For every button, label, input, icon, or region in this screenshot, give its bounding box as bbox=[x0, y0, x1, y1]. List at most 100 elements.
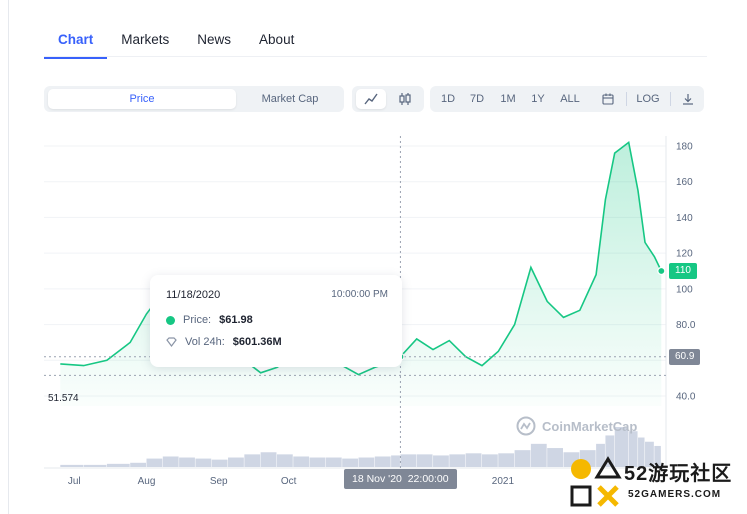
volume-bar bbox=[374, 456, 391, 467]
x-tick-label: Sep bbox=[210, 476, 228, 487]
x-tick-label: Jul bbox=[68, 476, 81, 487]
volume-bar bbox=[654, 445, 661, 467]
volume-bar bbox=[416, 454, 433, 467]
volume-bar bbox=[391, 455, 400, 467]
download-button[interactable] bbox=[678, 89, 698, 109]
toolbar-divider bbox=[626, 92, 627, 106]
download-icon bbox=[683, 94, 693, 105]
volume-bar bbox=[628, 431, 638, 467]
logo-text-cn: 52游玩社区 bbox=[624, 463, 733, 485]
volume-bar bbox=[83, 464, 107, 467]
current-price-badge: 110 bbox=[669, 263, 697, 279]
calendar-button[interactable] bbox=[598, 89, 618, 109]
y-tick-label: 40.0 bbox=[676, 392, 696, 403]
volume-bar bbox=[325, 457, 342, 467]
range-7d-button[interactable]: 7D bbox=[469, 93, 485, 105]
volume-bar bbox=[293, 456, 310, 467]
chart-type-group bbox=[352, 86, 424, 112]
volume-bar bbox=[60, 464, 84, 467]
coinmarketcap-logo-icon bbox=[516, 416, 536, 436]
current-price-point bbox=[657, 266, 666, 276]
range-all-button[interactable]: ALL bbox=[560, 93, 580, 105]
tab-bar: Chart Markets News About bbox=[44, 26, 308, 59]
volume-bar bbox=[433, 455, 449, 467]
volume-bar bbox=[465, 453, 482, 467]
volume-bar bbox=[130, 462, 147, 467]
volume-bar bbox=[400, 454, 417, 467]
tab-divider bbox=[44, 56, 707, 57]
x-axis-ticks: Jul Aug Sep Oct 2021 bbox=[68, 476, 515, 487]
tab-about[interactable]: About bbox=[259, 32, 295, 47]
volume-bar bbox=[195, 458, 212, 467]
volume-bar bbox=[547, 448, 563, 467]
toolbar-divider bbox=[670, 92, 671, 106]
volume-bar bbox=[162, 456, 179, 467]
line-chart-icon bbox=[364, 93, 378, 105]
game-buttons-logo-icon bbox=[570, 456, 622, 507]
volume-bar bbox=[614, 427, 629, 467]
volume-bar bbox=[358, 457, 375, 467]
volume-bar bbox=[514, 450, 531, 467]
volume-bar bbox=[228, 457, 244, 467]
tab-chart[interactable]: Chart bbox=[44, 26, 108, 59]
tab-markets[interactable]: Markets bbox=[121, 32, 170, 47]
time-range-group: 1D 7D 1M 1Y ALL LOG bbox=[430, 86, 704, 112]
range-1m-button[interactable]: 1M bbox=[500, 93, 516, 105]
x-tick-label: Oct bbox=[281, 476, 297, 487]
y-tick-label: 160 bbox=[676, 177, 693, 188]
volume-bar bbox=[596, 443, 605, 467]
price-toggle-button[interactable]: Price bbox=[48, 89, 236, 109]
tab-news[interactable]: News bbox=[197, 32, 232, 47]
range-1y-button[interactable]: 1Y bbox=[531, 93, 545, 105]
price-dot-icon bbox=[166, 315, 175, 325]
volume-bar bbox=[498, 453, 515, 467]
tooltip-price-value: $61.98 bbox=[219, 314, 253, 326]
coinmarketcap-watermark: CoinMarketCap bbox=[516, 416, 637, 436]
tooltip-price-label: Price: bbox=[183, 314, 212, 326]
tooltip-price-row: Price: $61.98 bbox=[166, 314, 253, 326]
log-scale-button[interactable]: LOG bbox=[636, 93, 660, 105]
chart-tooltip: 11/18/2020 10:00:00 PM Price: $61.98 Vol… bbox=[150, 275, 402, 367]
volume-bar bbox=[211, 459, 228, 467]
volume-diamond-icon bbox=[166, 337, 177, 347]
volume-bar bbox=[276, 454, 293, 467]
y-tick-label: 80.0 bbox=[676, 320, 696, 331]
low-price-label: 51.574 bbox=[48, 393, 79, 404]
tooltip-volume-label: Vol 24h: bbox=[185, 336, 225, 348]
chart-panel bbox=[8, 0, 747, 514]
y-tick-label: 180 bbox=[676, 142, 693, 153]
volume-bars bbox=[60, 427, 661, 467]
volume-bar bbox=[244, 454, 261, 467]
tooltip-time: 10:00:00 PM bbox=[331, 289, 388, 300]
volume-bar bbox=[106, 463, 130, 467]
range-1d-button[interactable]: 1D bbox=[440, 93, 456, 105]
volume-bar bbox=[309, 457, 326, 467]
watermark-text: CoinMarketCap bbox=[542, 418, 638, 434]
volume-bar bbox=[645, 441, 654, 467]
crosshair-date: 18 Nov '20 bbox=[352, 473, 402, 485]
volume-bar bbox=[638, 437, 645, 467]
y-tick-label: 100 bbox=[676, 284, 693, 295]
tooltip-date: 11/18/2020 bbox=[166, 289, 221, 301]
crosshair-time: 22:00:00 bbox=[407, 473, 449, 485]
price-marketcap-toggle: Price Market Cap bbox=[44, 86, 344, 112]
market-cap-toggle-button[interactable]: Market Cap bbox=[261, 93, 319, 105]
x-tick-label: Aug bbox=[138, 476, 156, 487]
candlestick-button[interactable] bbox=[390, 89, 420, 109]
volume-bar bbox=[481, 454, 498, 467]
volume-bar bbox=[342, 458, 358, 467]
calendar-icon bbox=[602, 93, 614, 105]
x-tick-label: 2021 bbox=[492, 476, 515, 487]
volume-bar bbox=[260, 452, 277, 467]
tooltip-volume-row: Vol 24h: $601.36M bbox=[166, 336, 282, 348]
volume-bar bbox=[179, 457, 195, 467]
crosshair-date-badge: 18 Nov '20 22:00:00 bbox=[344, 469, 457, 489]
volume-bar bbox=[449, 454, 466, 467]
line-chart-button[interactable] bbox=[356, 89, 386, 109]
y-tick-label: 120 bbox=[676, 249, 693, 260]
volume-bar bbox=[146, 458, 163, 467]
tooltip-volume-value: $601.36M bbox=[232, 336, 282, 348]
volume-bar bbox=[605, 435, 615, 467]
y-tick-label: 140 bbox=[676, 213, 693, 224]
